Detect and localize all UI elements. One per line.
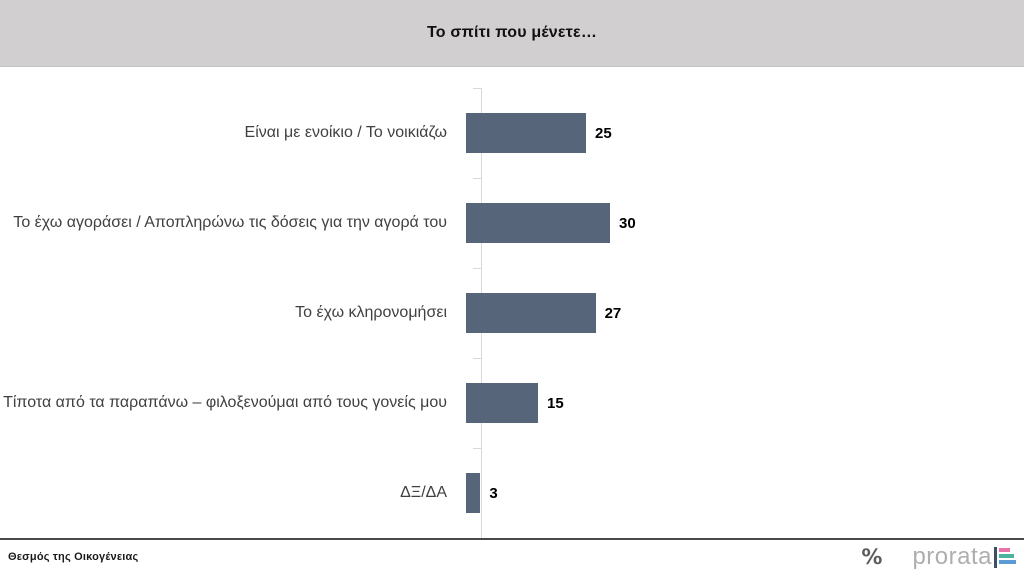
bar	[466, 383, 538, 423]
category-label: Το έχω αγοράσει / Αποπληρώνω τις δόσεις …	[13, 214, 447, 232]
axis-tick	[473, 268, 481, 269]
bar-track: 3	[465, 448, 1024, 538]
axis-tick	[473, 448, 481, 449]
bar-track: 27	[465, 268, 1024, 358]
category-label: Τίποτα από τα παραπάνω – φιλοξενούμαι απ…	[3, 394, 447, 412]
bar-track: 15	[465, 358, 1024, 448]
footer-separator	[0, 538, 1024, 540]
footer: Θεσμός της Οικογένειας % prorata	[0, 540, 1024, 574]
bar	[466, 293, 596, 333]
category-label: ΔΞ/ΔΑ	[400, 484, 447, 502]
axis-tick	[473, 178, 481, 179]
chart-row: Το έχω αγοράσει / Αποπληρώνω τις δόσεις …	[0, 178, 1024, 268]
chart-rows: Είναι με ενοίκιο / Το νοικιάζω 25 Το έχω…	[0, 88, 1024, 538]
category-label: Είναι με ενοίκιο / Το νοικιάζω	[244, 124, 447, 142]
bar	[466, 203, 610, 243]
chart-row: Είναι με ενοίκιο / Το νοικιάζω 25	[0, 88, 1024, 178]
prorata-logo: % prorata	[861, 545, 1016, 569]
source-label: Θεσμός της Οικογένειας	[8, 551, 139, 563]
chart-row: Το έχω κληρονομήσει 27	[0, 268, 1024, 358]
title-banner: Το σπίτι που μένετε…	[0, 0, 1024, 67]
icon-stem	[994, 546, 997, 568]
chart-row: ΔΞ/ΔΑ 3	[0, 448, 1024, 538]
value-label: 25	[595, 124, 612, 142]
axis-tick	[473, 358, 481, 359]
bar-track: 30	[465, 178, 1024, 268]
value-label: 27	[604, 304, 622, 322]
icon-bar-teal	[999, 553, 1014, 558]
icon-bars	[999, 547, 1016, 564]
bar-chart: Είναι με ενοίκιο / Το νοικιάζω 25 Το έχω…	[0, 88, 1024, 539]
percent-logo-mark: %	[861, 545, 883, 569]
bar	[466, 473, 481, 513]
icon-bar-blue	[999, 559, 1016, 564]
brand-wordmark: prorata	[912, 543, 992, 570]
value-label: 15	[547, 394, 564, 412]
mini-bar-chart-icon	[994, 546, 1016, 569]
chart-title: Το σπίτι που μένετε…	[426, 24, 598, 41]
axis-tick	[473, 88, 481, 89]
bar-track: 25	[465, 88, 1024, 178]
category-label: Το έχω κληρονομήσει	[295, 304, 447, 322]
icon-bar-pink	[999, 547, 1010, 552]
chart-row: Τίποτα από τα παραπάνω – φιλοξενούμαι απ…	[0, 358, 1024, 448]
value-label: 3	[489, 484, 498, 502]
value-label: 30	[619, 214, 636, 232]
bar	[466, 113, 586, 153]
